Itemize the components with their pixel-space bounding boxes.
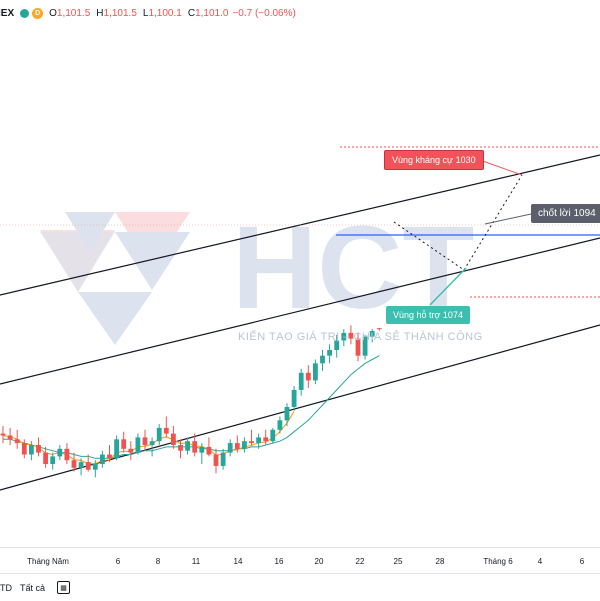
candle-body xyxy=(142,437,148,445)
candle-body xyxy=(107,454,112,459)
candle-body xyxy=(242,441,247,449)
candle-body xyxy=(362,336,368,356)
open-value: O1,101.5 xyxy=(49,7,91,19)
candle-body xyxy=(206,446,212,455)
candle-body xyxy=(21,443,27,455)
candle-body xyxy=(149,441,155,445)
x-tick-label: 8 xyxy=(155,557,161,566)
candle-body xyxy=(185,441,190,451)
x-tick-label: 14 xyxy=(233,557,243,566)
range-all-button[interactable]: Tất cả xyxy=(20,582,46,593)
candle-body xyxy=(327,350,332,356)
candle-body xyxy=(227,443,233,453)
candle-body xyxy=(36,445,41,453)
candle-body xyxy=(192,441,198,453)
candle-body xyxy=(7,435,13,440)
high-value: H1,101.5 xyxy=(96,7,137,19)
take-profit-pointer xyxy=(484,213,532,225)
candlestick-series xyxy=(0,325,382,478)
candle-body xyxy=(270,429,276,442)
projection-lines xyxy=(393,159,532,306)
resistance-pointer xyxy=(479,159,523,176)
channel-line-middle xyxy=(0,237,600,385)
candle-body xyxy=(85,462,91,470)
candle-body xyxy=(263,437,269,442)
symbol-header: IEX D O1,101.5 H1,101.5 L1,100.1 C1,101.… xyxy=(0,0,600,26)
candle-body xyxy=(43,452,48,464)
moving-average-line xyxy=(3,355,380,459)
candle-body xyxy=(178,445,183,451)
x-tick-label: 20 xyxy=(314,557,324,566)
x-tick-label: Tháng 6 xyxy=(483,557,513,566)
candle-body xyxy=(320,355,325,364)
x-tick-label: 25 xyxy=(393,557,403,566)
candle-body xyxy=(0,433,6,436)
x-tick-label: 6 xyxy=(579,557,585,566)
candle-body xyxy=(92,464,98,470)
price-chart[interactable]: HCT xyxy=(0,0,600,547)
x-tick-label: 28 xyxy=(435,557,445,566)
candle-body xyxy=(171,433,176,445)
candle-body xyxy=(57,448,63,457)
calendar-icon[interactable]: ▦ xyxy=(57,581,71,594)
candle-body xyxy=(291,389,297,407)
time-axis[interactable]: Tháng Năm 6 8 11 14 16 20 22 25 28 Tháng 6 4 6 xyxy=(0,547,600,574)
candle-body xyxy=(78,462,84,468)
candle-body xyxy=(234,443,240,449)
candle-body xyxy=(249,441,254,444)
candle-body xyxy=(29,445,34,455)
watermark-tagline: KIẾN TẠO GIÁ TRỊ – CHIA SẺ THÀNH CÔNG xyxy=(238,331,483,343)
x-tick-label: 16 xyxy=(274,557,284,566)
x-tick-label: 6 xyxy=(115,557,121,566)
candle-body xyxy=(369,331,375,337)
candle-body xyxy=(114,439,119,459)
candle-body xyxy=(256,437,261,444)
candle-body xyxy=(213,454,219,466)
take-profit-label[interactable]: chốt lời 1094 xyxy=(531,204,600,223)
candle-body xyxy=(128,448,134,453)
candle-body xyxy=(199,446,205,453)
candle-body xyxy=(348,332,354,339)
candle-body xyxy=(284,407,290,421)
x-tick-label: 11 xyxy=(191,557,201,566)
candle-body xyxy=(277,420,283,430)
candle-body xyxy=(334,340,340,350)
close-value: C1,101.0 xyxy=(187,7,229,19)
candle-body xyxy=(50,456,56,464)
range-ytd-button[interactable]: TD xyxy=(0,582,12,593)
level-lines xyxy=(0,146,600,298)
candle-body xyxy=(71,460,77,468)
candle-body xyxy=(100,454,105,464)
low-value: L1,100.1 xyxy=(142,7,182,19)
x-tick-label: Tháng Năm xyxy=(27,557,69,566)
change-value: −0.7 (−0.06%) xyxy=(232,7,296,19)
x-tick-label: 4 xyxy=(537,557,543,566)
candle-body xyxy=(355,338,361,356)
range-bar: TD Tất cả ▦ xyxy=(0,573,600,601)
support-pointer xyxy=(429,267,467,306)
candle-body xyxy=(376,328,382,330)
candle-body xyxy=(298,372,304,390)
candle-body xyxy=(220,452,226,466)
candle-body xyxy=(156,427,162,442)
symbol-name[interactable]: IEX xyxy=(0,7,15,19)
resistance-label[interactable]: Vùng kháng cự 1030 xyxy=(384,150,484,170)
candle-body xyxy=(313,363,318,381)
candle-body xyxy=(163,427,169,434)
candle-body xyxy=(135,437,141,453)
candle-body xyxy=(305,372,311,381)
candle-body xyxy=(14,439,20,444)
market-status-icon xyxy=(20,8,30,18)
candle-body xyxy=(64,448,70,461)
candle-body xyxy=(341,332,347,341)
candle-body xyxy=(121,439,127,449)
interval-badge[interactable]: D xyxy=(32,7,44,19)
support-label[interactable]: Vùng hỗ trợ 1074 xyxy=(386,306,470,324)
x-tick-label: 22 xyxy=(355,557,365,566)
